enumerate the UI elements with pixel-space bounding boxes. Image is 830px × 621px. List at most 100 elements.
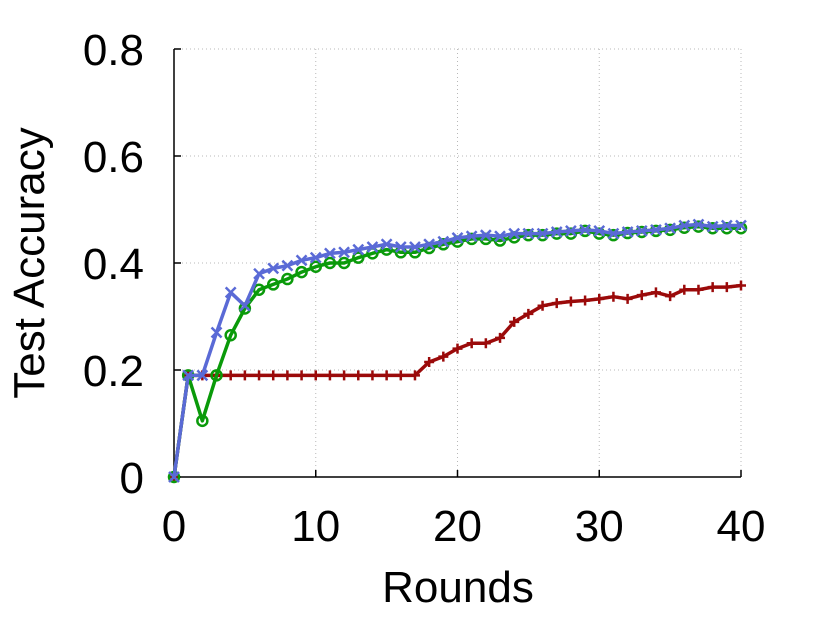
data-point <box>636 290 647 301</box>
data-point <box>281 272 294 286</box>
data-point <box>296 370 307 381</box>
data-point <box>523 308 534 319</box>
data-point <box>394 241 407 253</box>
data-point <box>608 291 619 302</box>
data-point <box>224 328 237 342</box>
data-point <box>550 226 563 238</box>
data-point <box>295 254 308 267</box>
data-point <box>381 370 392 381</box>
data-point <box>579 223 591 236</box>
data-point <box>409 241 421 253</box>
data-point <box>465 232 478 246</box>
data-point <box>451 231 464 244</box>
data-point <box>224 286 237 299</box>
data-point <box>337 256 351 270</box>
data-point <box>650 223 662 236</box>
data-point <box>522 227 535 240</box>
grid <box>174 48 742 477</box>
data-point <box>480 338 491 349</box>
data-point <box>423 238 436 251</box>
data-point <box>395 370 406 381</box>
y-tick-label: 0 <box>120 454 144 503</box>
x-tick-label: 0 <box>162 502 186 551</box>
data-point <box>210 369 223 382</box>
data-point <box>352 243 365 256</box>
data-point <box>594 293 605 304</box>
data-point <box>366 241 379 253</box>
data-point <box>323 256 337 270</box>
data-point <box>720 219 733 232</box>
x-tick-label: 10 <box>291 502 340 551</box>
data-point <box>665 291 676 302</box>
data-point <box>338 246 350 259</box>
data-point <box>508 227 521 240</box>
y-tick-label: 0.8 <box>83 26 144 75</box>
x-tick-label: 20 <box>433 502 482 551</box>
data-point <box>268 370 279 381</box>
data-point <box>720 221 734 235</box>
data-point <box>437 235 450 248</box>
data-point <box>593 225 606 237</box>
data-point <box>564 227 578 240</box>
data-point <box>353 370 364 381</box>
x-tick-label: 40 <box>717 502 766 551</box>
data-point <box>734 221 748 235</box>
data-point <box>281 259 294 272</box>
data-point <box>210 326 223 339</box>
data-point <box>324 247 336 260</box>
data-point <box>309 260 322 273</box>
data-point <box>607 228 620 242</box>
data-point <box>622 293 633 304</box>
data-point <box>310 370 321 381</box>
data-point <box>707 282 718 293</box>
ticks: 0 10 20 30 40 0 0.2 0.4 0.6 0.8 <box>83 26 766 551</box>
data-point <box>466 338 477 349</box>
data-point <box>409 370 420 381</box>
data-point <box>735 219 747 232</box>
data-point <box>721 282 732 293</box>
data-point <box>565 296 576 307</box>
data-point <box>551 298 562 309</box>
data-point <box>495 332 506 343</box>
data-point <box>537 300 548 311</box>
data-point <box>282 370 293 381</box>
data-point <box>494 230 506 243</box>
data-point <box>309 251 322 264</box>
data-point <box>509 316 520 327</box>
data-point <box>324 370 335 381</box>
data-point <box>339 370 350 381</box>
data-point <box>736 280 746 291</box>
y-tick-label: 0.2 <box>83 347 144 396</box>
data-point <box>295 265 308 279</box>
data-point <box>196 414 209 428</box>
data-point <box>664 222 677 235</box>
data-point <box>706 221 719 235</box>
series-layer <box>167 218 748 484</box>
y-axis-label: Test Accuracy <box>5 127 54 398</box>
data-point <box>706 220 719 233</box>
data-point <box>465 230 478 243</box>
data-point <box>565 225 577 237</box>
data-point <box>607 227 620 240</box>
data-point <box>650 287 661 298</box>
data-point <box>267 262 280 275</box>
data-point <box>536 227 549 240</box>
data-point <box>266 278 280 291</box>
data-point <box>679 284 690 295</box>
x-tick-label: 30 <box>575 502 624 551</box>
data-point <box>580 295 591 306</box>
y-tick-label: 0.4 <box>83 240 144 289</box>
data-point <box>239 370 250 381</box>
data-point <box>225 370 236 381</box>
series-3 <box>168 218 747 483</box>
data-point <box>693 284 704 295</box>
data-point <box>692 218 705 231</box>
data-point <box>352 251 365 264</box>
data-point <box>196 369 209 382</box>
data-point <box>678 219 691 232</box>
data-point <box>182 369 195 382</box>
data-point <box>238 299 251 312</box>
data-point <box>253 267 265 280</box>
x-axis-label: Rounds <box>382 563 534 612</box>
